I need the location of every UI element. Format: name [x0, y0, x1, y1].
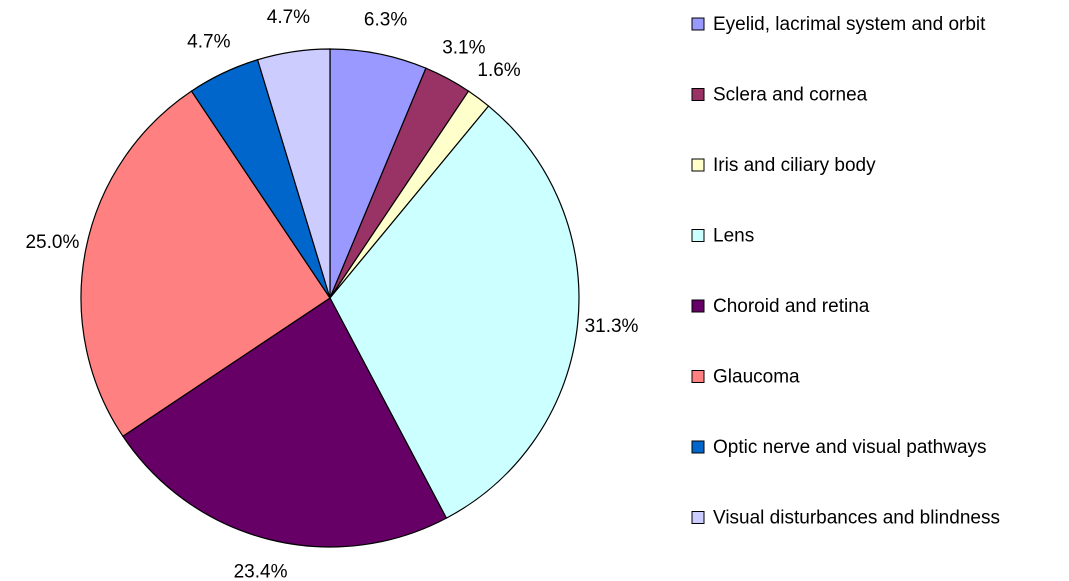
data-label: 25.0%	[25, 232, 79, 253]
pie-slice	[256, 48, 331, 299]
data-label: 4.7%	[267, 7, 310, 28]
legend-label: Iris and ciliary body	[713, 155, 876, 176]
legend-swatch	[691, 17, 705, 31]
legend-label: Lens	[713, 226, 754, 247]
data-label: 31.3%	[585, 316, 639, 337]
data-label: 23.4%	[234, 561, 288, 581]
legend-label: Glaucoma	[713, 367, 800, 388]
data-label: 6.3%	[364, 10, 407, 31]
legend-swatch	[691, 511, 705, 524]
pie-slice	[80, 90, 331, 438]
pie-slice	[122, 297, 448, 548]
legend-swatch	[691, 88, 705, 101]
legend-label: Eyelid, lacrimal system and orbit	[713, 14, 986, 35]
legend-swatch	[691, 370, 705, 383]
legend-swatch	[691, 440, 705, 454]
data-label: 3.1%	[442, 38, 485, 59]
legend-swatch	[691, 229, 705, 242]
legend-swatch	[691, 158, 705, 172]
legend-label: Sclera and cornea	[713, 85, 868, 106]
legend-label: Choroid and retina	[713, 296, 870, 317]
data-label: 1.6%	[477, 60, 520, 81]
legend-label: Optic nerve and visual pathways	[713, 437, 987, 458]
legend-swatch	[691, 299, 705, 313]
legend-label: Visual disturbances and blindness	[713, 508, 1000, 529]
data-label: 4.7%	[187, 31, 230, 52]
